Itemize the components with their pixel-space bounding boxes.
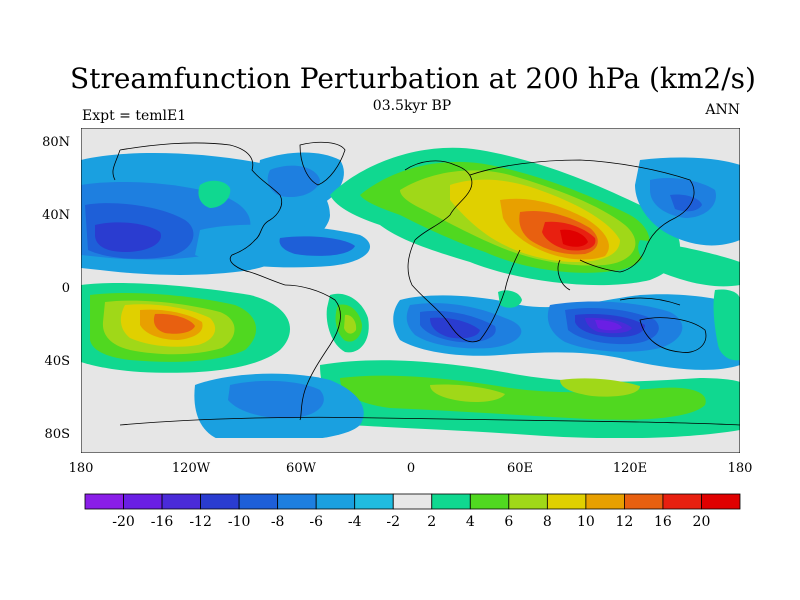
colorbar-label: -16 — [151, 514, 174, 530]
colorbar-swatch — [469, 493, 510, 510]
colorbar-label: 4 — [466, 514, 475, 530]
y-tick-label: 80N — [42, 135, 70, 150]
colorbar-swatch — [585, 493, 625, 510]
colorbar-swatch — [624, 493, 664, 510]
y-tick-label: 40S — [45, 354, 70, 369]
subtitle-right: ANN — [704, 102, 740, 118]
colorbar-label: -20 — [112, 514, 135, 530]
subtitle-center: 03.5kyr BP — [373, 98, 451, 114]
y-tick-label: 0 — [62, 281, 70, 296]
colorbar-label: 6 — [504, 514, 513, 530]
colorbar-swatch — [123, 493, 163, 510]
colorbar-label: -4 — [348, 514, 362, 530]
colorbar-label: 20 — [693, 514, 711, 530]
subtitle-left: Expt = temlE1 — [82, 108, 186, 124]
colorbar-label: 16 — [654, 514, 672, 530]
colorbar-swatch — [392, 493, 433, 510]
colorbar-swatch — [238, 493, 279, 510]
colorbar-swatch — [315, 493, 356, 510]
colorbar-label: -10 — [228, 514, 251, 530]
x-tick-label: 60W — [286, 461, 317, 476]
x-tick-label: 120W — [172, 461, 211, 476]
colorbar-label: -8 — [271, 514, 285, 530]
colorbar-swatch — [662, 493, 702, 510]
colorbar-swatch — [701, 493, 741, 510]
colorbar-swatch — [508, 493, 548, 510]
x-tick-label: 180 — [728, 461, 753, 476]
colorbar-label: -12 — [189, 514, 212, 530]
colorbar-label: -6 — [309, 514, 323, 530]
colorbar-label: 12 — [615, 514, 633, 530]
y-tick-label: 80S — [45, 427, 70, 442]
x-axis: 180 120W 60W 0 60E 120E 180 — [69, 461, 753, 476]
colorbar-label: 2 — [427, 514, 436, 530]
colorbar-swatch — [354, 493, 394, 510]
y-axis: 80N 40N 0 40S 80S — [42, 135, 70, 442]
coastlines — [112, 141, 740, 426]
colorbar: -20 -16 -12 -10 -8 -6 -4 -2 2 4 6 8 10 12 16 20 — [84, 493, 741, 530]
plot-title: Streamfunction Perturbation at 200 hPa (… — [70, 62, 756, 95]
y-tick-label: 40N — [42, 208, 70, 223]
colorbar-label: -2 — [386, 514, 400, 530]
contour-fill-regions — [81, 147, 740, 453]
map-area — [81, 128, 740, 453]
colorbar-label: 10 — [577, 514, 595, 530]
x-tick-label: 0 — [407, 461, 415, 476]
colorbar-swatch — [200, 493, 240, 510]
colorbar-swatch — [84, 493, 124, 510]
x-tick-label: 180 — [69, 461, 94, 476]
x-tick-label: 60E — [507, 461, 533, 476]
colorbar-label: 8 — [543, 514, 552, 530]
colorbar-swatch — [546, 493, 587, 510]
x-tick-label: 120E — [613, 461, 647, 476]
colorbar-swatch — [161, 493, 201, 510]
colorbar-swatch — [277, 493, 317, 510]
colorbar-swatch — [431, 493, 471, 510]
